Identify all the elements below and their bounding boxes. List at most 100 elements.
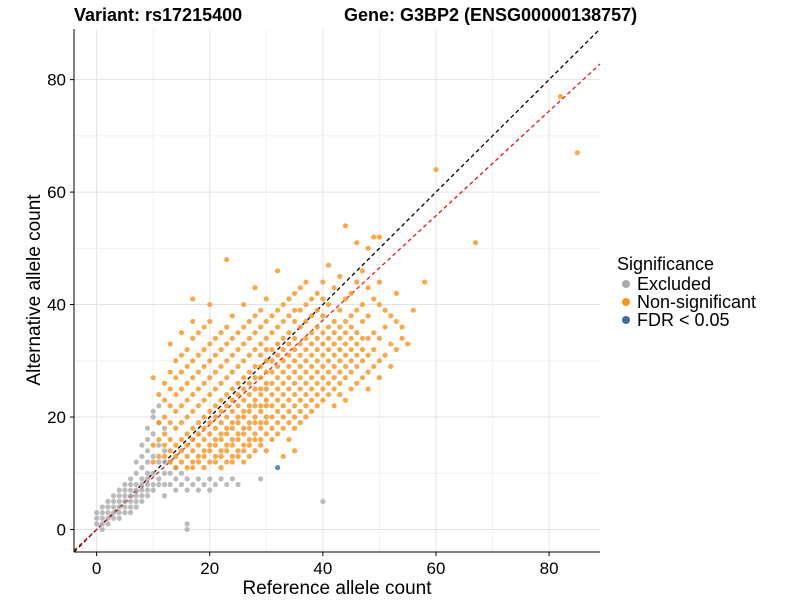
point-non-significant bbox=[269, 425, 275, 431]
point-non-significant bbox=[325, 391, 332, 398]
point-non-significant bbox=[241, 397, 247, 403]
point-non-significant bbox=[218, 448, 224, 454]
point-non-significant bbox=[173, 375, 179, 381]
point-non-significant bbox=[167, 341, 173, 347]
point-non-significant bbox=[178, 436, 185, 443]
legend-label-non-significant: Non-significant bbox=[637, 292, 756, 312]
point-non-significant bbox=[184, 414, 190, 420]
legend-label-excluded: Excluded bbox=[637, 274, 711, 294]
point-non-significant bbox=[229, 386, 235, 392]
point-excluded bbox=[144, 436, 151, 443]
point-non-significant bbox=[252, 420, 258, 426]
point-non-significant bbox=[286, 397, 292, 403]
point-non-significant bbox=[269, 391, 275, 398]
point-non-significant bbox=[263, 403, 269, 409]
point-non-significant bbox=[207, 341, 213, 347]
point-non-significant bbox=[280, 318, 286, 325]
point-excluded bbox=[150, 453, 156, 459]
point-non-significant bbox=[342, 296, 349, 302]
point-non-significant bbox=[252, 436, 258, 443]
point-excluded bbox=[201, 481, 207, 488]
point-non-significant bbox=[314, 380, 320, 386]
legend-key-excluded bbox=[622, 280, 630, 288]
point-non-significant bbox=[201, 324, 207, 330]
point-non-significant bbox=[337, 391, 343, 398]
point-non-significant bbox=[342, 352, 349, 358]
point-excluded bbox=[110, 493, 117, 499]
point-non-significant bbox=[297, 285, 303, 291]
point-non-significant bbox=[156, 436, 162, 443]
point-non-significant bbox=[241, 386, 247, 392]
point-non-significant bbox=[320, 296, 326, 302]
y-tick-label: 20 bbox=[47, 408, 66, 427]
point-non-significant bbox=[269, 436, 275, 443]
x-tick-label: 40 bbox=[313, 559, 332, 578]
point-non-significant bbox=[371, 330, 377, 336]
point-non-significant bbox=[184, 363, 190, 370]
point-non-significant bbox=[354, 279, 360, 285]
point-excluded bbox=[133, 470, 139, 476]
point-non-significant bbox=[224, 414, 230, 420]
point-excluded bbox=[116, 515, 122, 521]
point-non-significant bbox=[190, 436, 196, 443]
point-excluded bbox=[161, 425, 168, 431]
point-non-significant bbox=[178, 448, 185, 454]
point-non-significant bbox=[178, 330, 185, 336]
point-non-significant bbox=[229, 459, 235, 465]
point-non-significant bbox=[297, 386, 303, 392]
point-non-significant bbox=[258, 403, 264, 409]
point-non-significant bbox=[320, 279, 326, 285]
point-non-significant bbox=[286, 420, 292, 426]
point-non-significant bbox=[297, 408, 303, 415]
point-non-significant bbox=[224, 358, 230, 364]
point-excluded bbox=[144, 493, 151, 499]
point-non-significant bbox=[161, 380, 168, 386]
point-excluded bbox=[178, 470, 185, 476]
point-non-significant bbox=[246, 453, 252, 459]
point-non-significant bbox=[241, 375, 247, 381]
point-non-significant bbox=[422, 279, 428, 285]
point-non-significant bbox=[212, 436, 218, 443]
point-non-significant bbox=[348, 335, 354, 341]
point-non-significant bbox=[325, 324, 332, 330]
point-non-significant bbox=[291, 307, 298, 313]
point-non-significant bbox=[173, 465, 179, 471]
point-non-significant bbox=[337, 324, 343, 330]
point-non-significant bbox=[365, 245, 371, 251]
point-non-significant bbox=[195, 330, 202, 336]
point-non-significant bbox=[190, 459, 196, 465]
point-non-significant bbox=[275, 386, 281, 392]
point-non-significant bbox=[433, 166, 439, 173]
point-excluded bbox=[127, 493, 134, 499]
point-non-significant bbox=[207, 420, 213, 426]
point-excluded bbox=[110, 510, 117, 516]
point-non-significant bbox=[348, 358, 354, 364]
point-excluded bbox=[173, 487, 179, 493]
y-tick-label: 80 bbox=[47, 71, 66, 90]
y-tick-label: 60 bbox=[47, 183, 66, 202]
point-non-significant bbox=[291, 414, 298, 420]
point-non-significant bbox=[365, 313, 371, 319]
point-non-significant bbox=[195, 352, 202, 358]
point-non-significant bbox=[246, 403, 252, 409]
point-non-significant bbox=[190, 296, 196, 302]
point-non-significant bbox=[224, 431, 230, 437]
point-non-significant bbox=[269, 313, 275, 319]
point-non-significant bbox=[308, 397, 315, 403]
point-non-significant bbox=[365, 352, 371, 358]
point-non-significant bbox=[246, 420, 252, 426]
point-non-significant bbox=[269, 346, 275, 353]
x-tick-label: 60 bbox=[427, 559, 446, 578]
point-non-significant bbox=[224, 391, 230, 398]
reference-line-identity bbox=[74, 29, 600, 552]
point-non-significant bbox=[314, 335, 320, 341]
point-non-significant bbox=[252, 313, 258, 319]
point-non-significant bbox=[342, 375, 349, 381]
point-non-significant bbox=[359, 268, 366, 274]
point-excluded bbox=[156, 459, 162, 465]
point-non-significant bbox=[280, 346, 286, 353]
point-excluded bbox=[184, 476, 190, 482]
point-non-significant bbox=[207, 318, 213, 325]
point-non-significant bbox=[150, 442, 156, 448]
point-non-significant bbox=[354, 363, 360, 370]
